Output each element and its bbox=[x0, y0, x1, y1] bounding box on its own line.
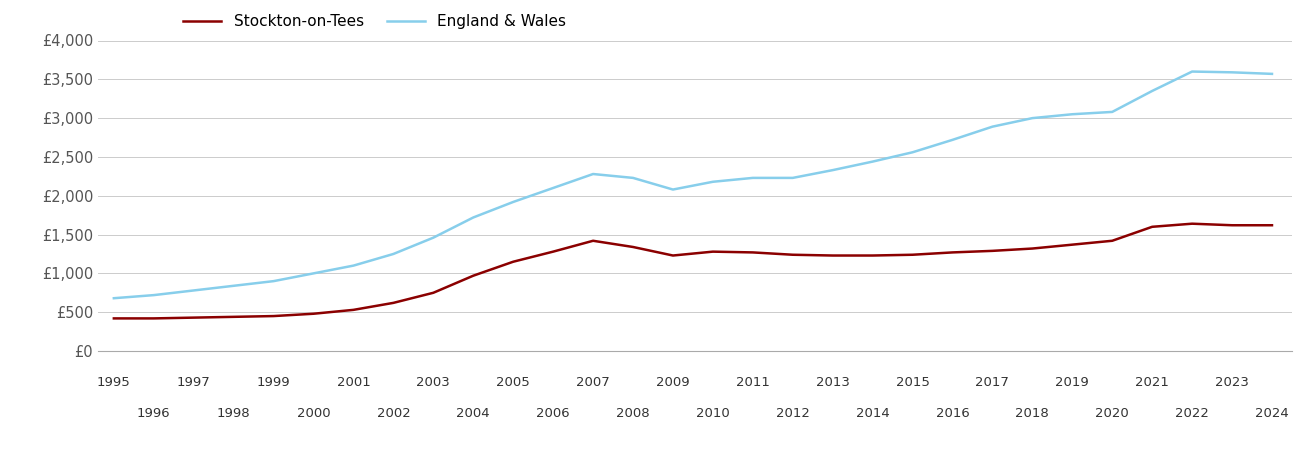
Stockton-on-Tees bbox=[585, 238, 600, 243]
Text: 2021: 2021 bbox=[1135, 376, 1169, 389]
Stockton-on-Tees bbox=[945, 250, 960, 255]
England & Wales bbox=[266, 279, 282, 284]
Text: 2013: 2013 bbox=[816, 376, 850, 389]
England & Wales bbox=[825, 167, 840, 173]
Stockton-on-Tees bbox=[425, 290, 441, 296]
England & Wales bbox=[505, 199, 521, 205]
England & Wales bbox=[865, 159, 881, 164]
England & Wales bbox=[1144, 88, 1160, 94]
Text: 2004: 2004 bbox=[457, 407, 491, 420]
Text: 2006: 2006 bbox=[536, 407, 570, 420]
England & Wales bbox=[625, 175, 641, 180]
Stockton-on-Tees bbox=[865, 253, 881, 258]
Text: 2009: 2009 bbox=[656, 376, 690, 389]
England & Wales bbox=[305, 270, 321, 276]
England & Wales bbox=[185, 288, 201, 293]
Stockton-on-Tees bbox=[745, 250, 761, 255]
Text: 2000: 2000 bbox=[296, 407, 330, 420]
Text: 2005: 2005 bbox=[496, 376, 530, 389]
Text: 2011: 2011 bbox=[736, 376, 770, 389]
Text: 2008: 2008 bbox=[616, 407, 650, 420]
England & Wales bbox=[106, 296, 121, 301]
Text: 2001: 2001 bbox=[337, 376, 371, 389]
Text: 2010: 2010 bbox=[696, 407, 729, 420]
England & Wales bbox=[904, 149, 920, 155]
England & Wales bbox=[945, 137, 960, 143]
Stockton-on-Tees bbox=[625, 244, 641, 250]
Stockton-on-Tees bbox=[226, 314, 241, 319]
England & Wales bbox=[1104, 109, 1120, 115]
Text: 2003: 2003 bbox=[416, 376, 450, 389]
Stockton-on-Tees bbox=[1104, 238, 1120, 243]
Stockton-on-Tees bbox=[784, 252, 800, 257]
Text: 2022: 2022 bbox=[1176, 407, 1208, 420]
England & Wales bbox=[1265, 71, 1280, 76]
England & Wales bbox=[1024, 115, 1040, 121]
Stockton-on-Tees bbox=[385, 300, 401, 306]
Stockton-on-Tees bbox=[185, 315, 201, 320]
England & Wales bbox=[705, 179, 720, 184]
England & Wales bbox=[146, 292, 162, 298]
Text: 2012: 2012 bbox=[775, 407, 809, 420]
Stockton-on-Tees bbox=[1144, 224, 1160, 230]
England & Wales bbox=[784, 175, 800, 180]
Stockton-on-Tees bbox=[1024, 246, 1040, 251]
Stockton-on-Tees bbox=[1065, 242, 1081, 248]
England & Wales bbox=[226, 283, 241, 288]
Stockton-on-Tees bbox=[705, 249, 720, 254]
England & Wales bbox=[745, 175, 761, 180]
Stockton-on-Tees bbox=[146, 316, 162, 321]
Legend: Stockton-on-Tees, England & Wales: Stockton-on-Tees, England & Wales bbox=[177, 8, 573, 35]
Text: 2020: 2020 bbox=[1095, 407, 1129, 420]
Line: Stockton-on-Tees: Stockton-on-Tees bbox=[114, 224, 1272, 319]
Text: 2018: 2018 bbox=[1015, 407, 1049, 420]
Text: 1998: 1998 bbox=[217, 407, 251, 420]
Stockton-on-Tees bbox=[904, 252, 920, 257]
England & Wales bbox=[346, 263, 361, 268]
England & Wales bbox=[425, 235, 441, 240]
Stockton-on-Tees bbox=[1184, 221, 1199, 226]
England & Wales bbox=[666, 187, 681, 192]
Stockton-on-Tees bbox=[266, 313, 282, 319]
Text: 1996: 1996 bbox=[137, 407, 171, 420]
England & Wales bbox=[984, 124, 1000, 129]
England & Wales bbox=[545, 185, 561, 191]
Stockton-on-Tees bbox=[825, 253, 840, 258]
Text: 2024: 2024 bbox=[1255, 407, 1289, 420]
Text: 2015: 2015 bbox=[895, 376, 929, 389]
England & Wales bbox=[585, 171, 600, 177]
England & Wales bbox=[385, 251, 401, 256]
Text: 2019: 2019 bbox=[1056, 376, 1090, 389]
Stockton-on-Tees bbox=[106, 316, 121, 321]
Line: England & Wales: England & Wales bbox=[114, 72, 1272, 298]
Text: 2007: 2007 bbox=[577, 376, 609, 389]
Stockton-on-Tees bbox=[346, 307, 361, 313]
Text: 1999: 1999 bbox=[257, 376, 291, 389]
Text: 2016: 2016 bbox=[936, 407, 970, 420]
Stockton-on-Tees bbox=[305, 311, 321, 316]
Text: 1997: 1997 bbox=[177, 376, 210, 389]
Stockton-on-Tees bbox=[666, 253, 681, 258]
England & Wales bbox=[1065, 112, 1081, 117]
Stockton-on-Tees bbox=[984, 248, 1000, 253]
Stockton-on-Tees bbox=[505, 259, 521, 265]
Text: 2017: 2017 bbox=[976, 376, 1009, 389]
England & Wales bbox=[466, 215, 482, 220]
Stockton-on-Tees bbox=[545, 249, 561, 254]
Stockton-on-Tees bbox=[1265, 223, 1280, 228]
England & Wales bbox=[1224, 70, 1240, 75]
Stockton-on-Tees bbox=[1224, 223, 1240, 228]
Stockton-on-Tees bbox=[466, 273, 482, 279]
Text: 1995: 1995 bbox=[97, 376, 130, 389]
Text: 2002: 2002 bbox=[377, 407, 410, 420]
Text: 2023: 2023 bbox=[1215, 376, 1249, 389]
England & Wales bbox=[1184, 69, 1199, 74]
Text: 2014: 2014 bbox=[856, 407, 890, 420]
